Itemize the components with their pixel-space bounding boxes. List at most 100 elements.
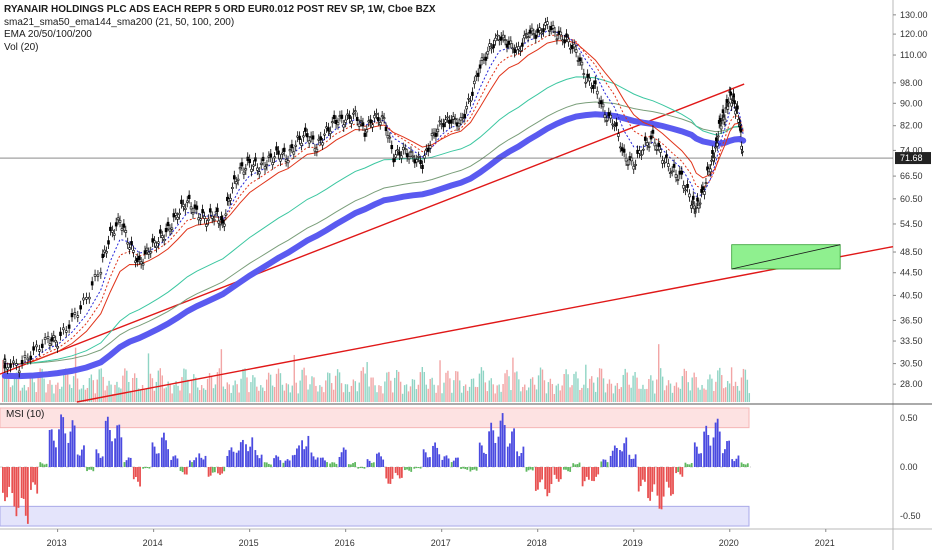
msi-bar [211, 467, 214, 473]
candle-body [93, 274, 97, 277]
volume-bar [230, 392, 232, 402]
volume-bar [697, 387, 699, 402]
msi-bar [372, 462, 375, 467]
msi-bar [223, 467, 226, 472]
msi-bar [733, 461, 736, 467]
volume-bar [98, 369, 100, 402]
volume-bar [656, 379, 658, 402]
volume-bar [486, 391, 489, 402]
volume-bar [394, 377, 396, 402]
legend-vol[interactable]: Vol (20) [4, 41, 39, 53]
msi-bar [342, 447, 345, 467]
msi-bar [256, 455, 259, 467]
volume-bar [283, 390, 286, 402]
candle-body [96, 274, 100, 277]
volume-bar [620, 387, 622, 402]
msi-bar [247, 451, 249, 467]
volume-bar [533, 384, 536, 402]
candle-body [492, 44, 495, 49]
candle-body [38, 349, 41, 352]
volume-bar [539, 367, 542, 402]
volume-bar [502, 383, 504, 402]
msi-bar [623, 443, 626, 467]
msi-bar [436, 447, 439, 467]
volume-bar [703, 388, 705, 402]
msi-bar [376, 453, 378, 467]
volume-bar [153, 390, 156, 402]
msi-bar [679, 467, 682, 475]
volume-bar [273, 387, 276, 402]
msi-bar [553, 467, 556, 475]
msi-bar [207, 467, 210, 477]
last-price-tag [895, 152, 931, 165]
msi-bar [707, 434, 710, 467]
msi-bar [539, 467, 541, 483]
volume-bar [96, 379, 98, 402]
candle-body [248, 158, 251, 164]
msi-bar [48, 429, 51, 467]
legend-sma[interactable]: sma21_sma50_ema144_sma200 (21, 50, 100, … [4, 16, 235, 28]
msi-bar [368, 460, 371, 467]
candle-body [50, 337, 54, 342]
candle-body [434, 132, 438, 137]
msi-bar [529, 467, 532, 470]
y-tick-label: 48.50 [900, 247, 923, 257]
x-tick-label: 2019 [623, 538, 643, 548]
candle-body [201, 209, 204, 214]
msi-bar [254, 450, 257, 467]
candle-body [221, 219, 225, 224]
candle-body [696, 197, 699, 202]
candle-body [85, 297, 88, 300]
x-tick-label: 2015 [239, 538, 259, 548]
y-tick-label: 82.00 [900, 121, 923, 131]
volume-bar [133, 373, 136, 402]
msi-bar [492, 430, 495, 467]
volume-bar [723, 388, 725, 402]
candle-body [355, 116, 359, 122]
volume-bar [435, 392, 437, 402]
msi-bar [15, 467, 18, 517]
volume-bar [616, 383, 619, 402]
candle-body [180, 199, 183, 204]
volume-bar [193, 374, 195, 402]
candle-body [715, 142, 719, 147]
msi-bar [447, 458, 450, 467]
candle-body [122, 223, 126, 228]
candle-body [613, 125, 616, 128]
volume-bar [344, 384, 347, 402]
msi-bar [58, 429, 60, 467]
msi-bar [380, 456, 382, 467]
volume-bar [425, 384, 427, 402]
msi-label[interactable]: MSI (10) [6, 409, 45, 420]
candle-body [626, 164, 630, 166]
volume-bar [695, 377, 697, 402]
volume-bar [5, 368, 8, 402]
msi-bar [572, 463, 575, 467]
volume-bar [496, 385, 498, 402]
sma-50-dotted-line [4, 34, 744, 365]
candle-body [54, 340, 57, 343]
candle-body [305, 133, 309, 138]
legend-ema[interactable]: EMA 20/50/100/200 [4, 29, 92, 40]
trendline-lower [76, 245, 894, 403]
volume-bar [417, 384, 420, 402]
y-tick-label: 98.00 [900, 78, 923, 88]
volume-bar [421, 367, 424, 402]
volume-bar [92, 380, 95, 402]
candle-body [682, 184, 685, 189]
msi-bar [32, 467, 34, 483]
volume-bar [721, 375, 723, 402]
volume-bar [352, 379, 355, 402]
msi-bar [198, 453, 201, 467]
msi-bar [394, 467, 397, 473]
candle-body [76, 315, 80, 318]
volume-bar [529, 378, 532, 402]
volume-bar [236, 384, 238, 402]
candle-body [6, 367, 9, 370]
volume-bar [650, 375, 652, 402]
candle-body [721, 109, 725, 114]
msi-bar [305, 446, 308, 467]
msi-overbought-band [0, 407, 750, 429]
candle-body [137, 255, 141, 261]
msi-bar [359, 467, 362, 469]
